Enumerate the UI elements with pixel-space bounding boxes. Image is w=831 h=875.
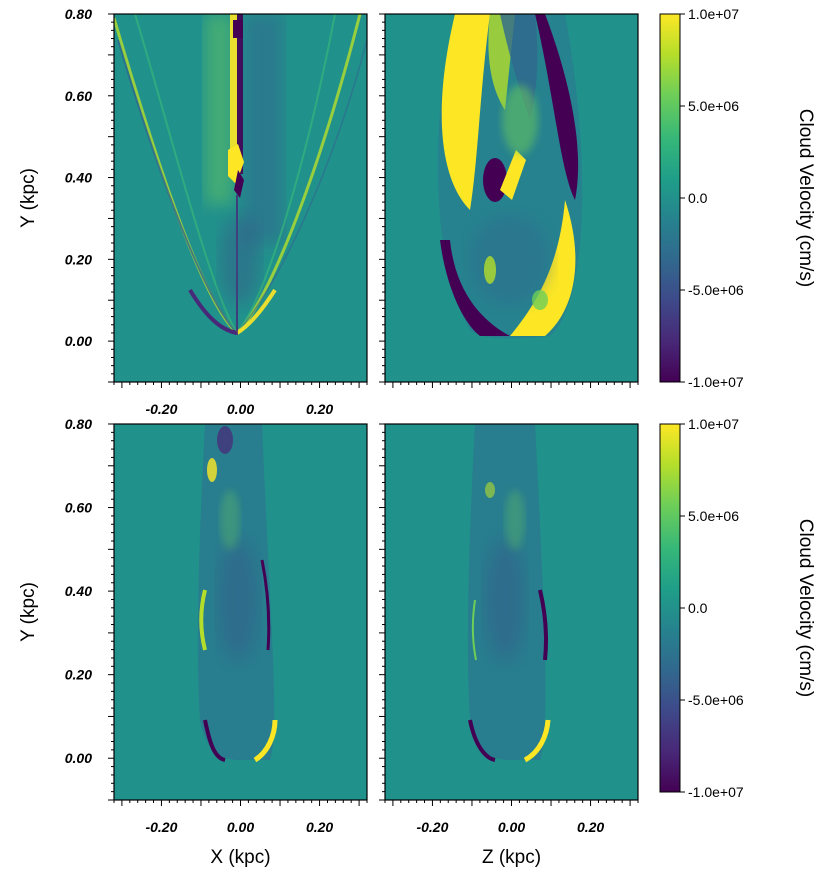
panel-top-left bbox=[113, 13, 368, 383]
colorbar-bottom bbox=[659, 423, 681, 793]
panel-bottom-right bbox=[384, 423, 639, 801]
x-tick-label: 0.20 bbox=[577, 819, 604, 835]
colorbar-tick-label: 5.0e+06 bbox=[688, 508, 739, 524]
y-tick-label: 0.20 bbox=[65, 251, 92, 267]
panel-top-right bbox=[384, 13, 639, 383]
x-tick-label: -0.20 bbox=[145, 401, 177, 417]
y-axis-label: Y (kpc) bbox=[18, 582, 39, 642]
colorbar-top bbox=[659, 13, 681, 383]
colorbar-tick-label: 5.0e+06 bbox=[688, 98, 739, 114]
axis-layer: -0.20 0.00 0.20 0.80 0.60 0.40 0.20 0.00 Y (kpc)… bbox=[18, 6, 816, 868]
y-tick-label: 0.60 bbox=[65, 500, 92, 516]
x-tick-label: 0.00 bbox=[227, 401, 254, 417]
x-tick-label: -0.20 bbox=[145, 819, 177, 835]
y-tick-label: 0.00 bbox=[65, 750, 92, 766]
velocity-structure bbox=[114, 14, 367, 335]
velocity-structure bbox=[467, 424, 551, 763]
colorbar-label: Cloud Velocity (cm/s) bbox=[795, 109, 816, 287]
y-tick-label: 0.00 bbox=[65, 333, 92, 349]
colorbar-gradient bbox=[660, 14, 680, 382]
colorbar-tick-label: -1.0e+07 bbox=[688, 784, 744, 800]
x-tick-label: -0.20 bbox=[416, 819, 448, 835]
y-tick-label: 0.80 bbox=[65, 416, 92, 432]
x-axis-label: Z (kpc) bbox=[482, 847, 541, 868]
colorbar-tick-label: 0.0 bbox=[688, 600, 708, 616]
x-tick-label: 0.20 bbox=[306, 401, 333, 417]
panel-bottom-left bbox=[113, 423, 368, 801]
colorbar-gradient bbox=[660, 424, 680, 792]
colorbar-tick-label: -5.0e+06 bbox=[688, 282, 744, 298]
x-tick-label: 0.20 bbox=[306, 819, 333, 835]
colorbar-tick-label: -5.0e+06 bbox=[688, 692, 744, 708]
colorbar-tick-label: 0.0 bbox=[688, 190, 708, 206]
x-axis-label: X (kpc) bbox=[210, 847, 270, 868]
y-tick-label: 0.40 bbox=[65, 170, 92, 186]
colorbar-tick-label: 1.0e+07 bbox=[688, 416, 739, 432]
colorbar-label: Cloud Velocity (cm/s) bbox=[795, 519, 816, 697]
colorbar-tick-label: 1.0e+07 bbox=[688, 6, 739, 22]
y-tick-label: 0.20 bbox=[65, 667, 92, 683]
y-axis-label: Y (kpc) bbox=[18, 168, 39, 228]
colorbar-tick-label: -1.0e+07 bbox=[688, 374, 744, 390]
velocity-structure bbox=[197, 424, 278, 763]
y-tick-label: 0.40 bbox=[65, 583, 92, 599]
x-tick-label: 0.00 bbox=[227, 819, 254, 835]
x-tick-label: 0.00 bbox=[498, 819, 525, 835]
velocity-structure bbox=[437, 14, 583, 339]
y-tick-label: 0.60 bbox=[65, 88, 92, 104]
y-tick-label: 0.80 bbox=[65, 6, 92, 22]
